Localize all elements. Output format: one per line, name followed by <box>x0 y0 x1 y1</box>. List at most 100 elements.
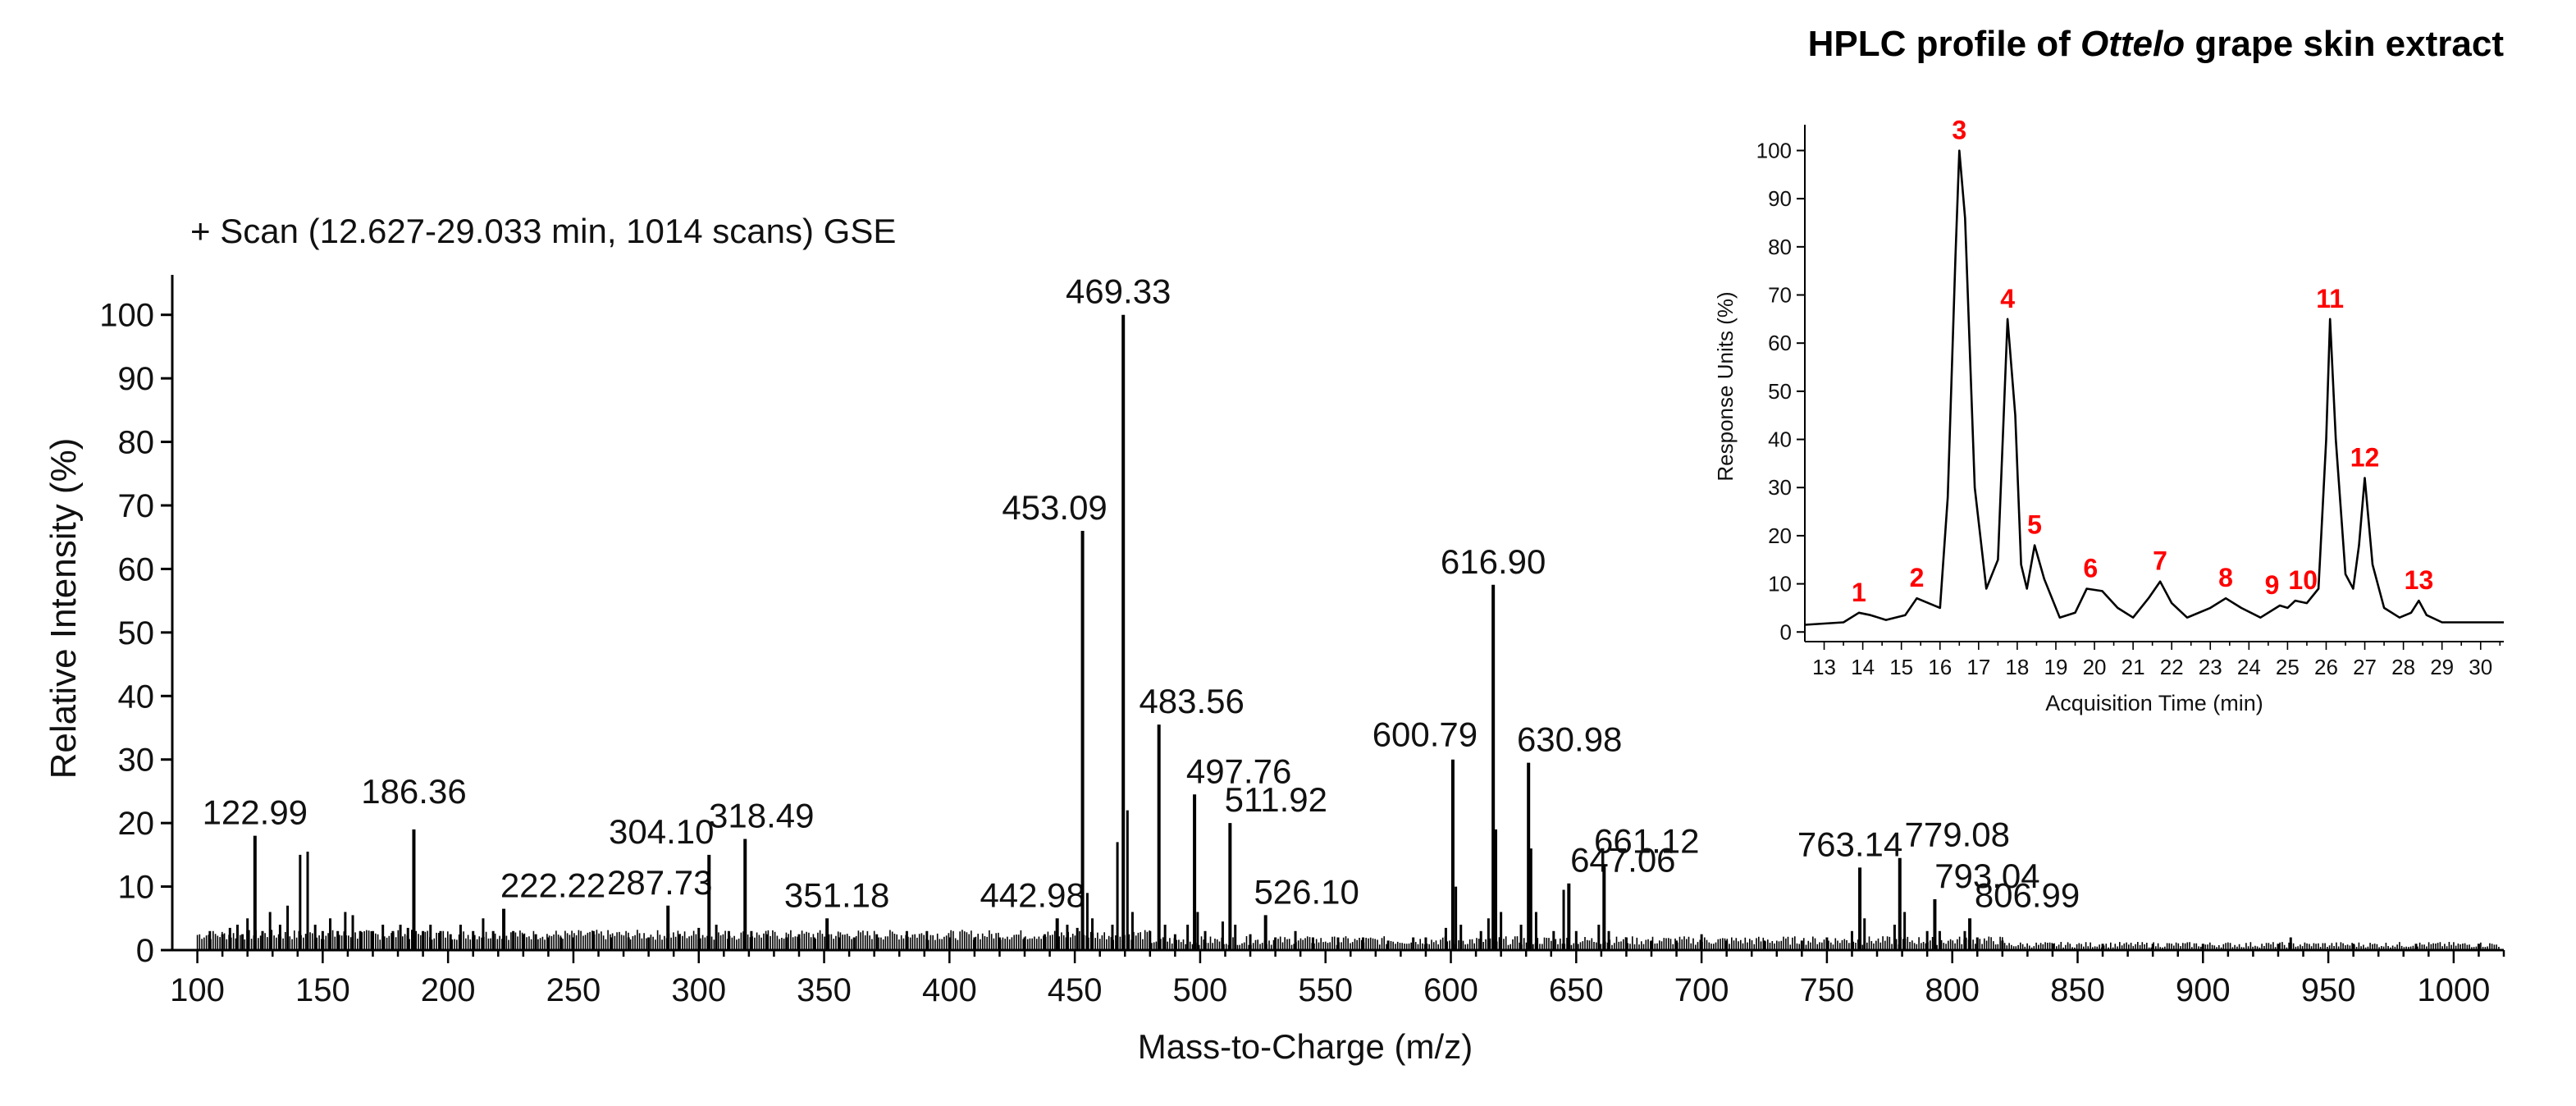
y-tick-label: 50 <box>118 615 155 651</box>
peak-label: 287.73 <box>607 863 712 902</box>
inset-x-tick-label: 16 <box>1928 655 1952 679</box>
baseline-noise <box>196 930 2500 950</box>
y-tick-label: 10 <box>118 870 155 906</box>
x-tick-label: 200 <box>421 972 476 1008</box>
y-tick-label: 0 <box>136 933 154 969</box>
peak-label: 526.10 <box>1254 872 1359 911</box>
peak-label: 442.98 <box>980 875 1085 914</box>
mass-spectrum-chart: + Scan (12.627-29.033 min, 1014 scans) G… <box>43 212 2505 1066</box>
hplc-trace <box>1804 149 2504 626</box>
peak-label: 483.56 <box>1139 682 1244 720</box>
peak-label: 806.99 <box>1975 875 2080 914</box>
inset-y-tick-label: 80 <box>1768 235 1792 259</box>
hplc-peak-number: 1 <box>1852 578 1866 607</box>
hplc-peak-number: 7 <box>2153 546 2167 576</box>
peak-label: 318.49 <box>709 797 814 835</box>
inset-y-tick-label: 10 <box>1768 572 1792 596</box>
x-tick-label: 1000 <box>2417 972 2490 1008</box>
x-tick-label: 700 <box>1674 972 1729 1008</box>
x-tick-label: 600 <box>1423 972 1478 1008</box>
peak-label: 351.18 <box>784 875 889 914</box>
x-tick-label: 350 <box>797 972 852 1008</box>
x-tick-label: 300 <box>671 972 726 1008</box>
x-tick-label: 850 <box>2050 972 2105 1008</box>
hplc-peak-number: 12 <box>2350 442 2380 472</box>
inset-x-tick-label: 20 <box>2083 655 2107 679</box>
y-tick-label: 100 <box>99 298 154 334</box>
y-tick-label: 30 <box>118 743 155 779</box>
peak-label: 616.90 <box>1441 542 1546 581</box>
inset-x-tick-label: 30 <box>2469 655 2492 679</box>
spectrum-title: + Scan (12.627-29.033 min, 1014 scans) G… <box>190 212 896 250</box>
inset-x-tick-label: 13 <box>1812 655 1836 679</box>
hplc-peak-number: 3 <box>1952 115 1966 144</box>
hplc-peak-number: 2 <box>1910 563 1925 592</box>
inset-title-part: HPLC profile of <box>1808 24 2080 64</box>
hplc-peak-number: 6 <box>2083 553 2098 583</box>
x-tick-label: 650 <box>1549 972 1604 1008</box>
peak-label: 661.12 <box>1594 821 1699 860</box>
inset-x-tick-label: 25 <box>2276 655 2300 679</box>
peak-label: 763.14 <box>1797 825 1902 863</box>
inset-y-tick-label: 20 <box>1768 523 1792 548</box>
peak-label: 793.04 <box>1934 857 2039 895</box>
inset-title-part: grape skin extract <box>2185 24 2504 64</box>
hplc-peak-number: 9 <box>2265 570 2280 600</box>
x-tick-label: 550 <box>1298 972 1353 1008</box>
peak-label: 453.09 <box>1002 488 1107 527</box>
hplc-inset-chart: HPLC profile of Ottelo grape skin extrac… <box>1713 24 2504 715</box>
inset-x-tick-label: 23 <box>2199 655 2222 679</box>
inset-x-tick-label: 29 <box>2430 655 2454 679</box>
x-tick-label: 150 <box>295 972 350 1008</box>
peak-label: 469.33 <box>1066 272 1171 311</box>
x-tick-label: 950 <box>2301 972 2356 1008</box>
inset-x-tick-label: 18 <box>2005 655 2029 679</box>
hplc-peak-number: 5 <box>2027 510 2042 540</box>
x-tick-label: 450 <box>1048 972 1103 1008</box>
inset-y-tick-label: 70 <box>1768 283 1792 308</box>
x-axis-label: Mass-to-Charge (m/z) <box>1138 1027 1473 1066</box>
inset-x-axis-label: Acquisition Time (min) <box>2045 691 2263 715</box>
y-tick-label: 80 <box>118 425 155 461</box>
peak-label: 122.99 <box>203 793 308 832</box>
inset-title-part: Ottelo <box>2080 24 2185 64</box>
hplc-peak-number: 13 <box>2405 565 2434 595</box>
inset-x-tick-label: 22 <box>2160 655 2184 679</box>
hplc-peak-number: 10 <box>2288 565 2318 595</box>
inset-x-tick-label: 24 <box>2237 655 2261 679</box>
inset-y-tick-label: 100 <box>1756 138 1792 162</box>
x-tick-label: 750 <box>1800 972 1855 1008</box>
inset-x-tick-label: 15 <box>1889 655 1913 679</box>
y-tick-label: 20 <box>118 806 155 842</box>
inset-y-tick-label: 60 <box>1768 331 1792 355</box>
peak-label: 511.92 <box>1225 780 1327 819</box>
inset-title: HPLC profile of Ottelo grape skin extrac… <box>1808 24 2505 64</box>
peak-label: 222.22 <box>500 866 605 905</box>
y-axis-label: Relative Intensity (%) <box>43 438 84 779</box>
peak-label: 647.06 <box>1570 841 1675 880</box>
inset-y-axis-label: Response Units (%) <box>1713 291 1738 481</box>
peak-label: 600.79 <box>1372 715 1478 754</box>
peak-label: 304.10 <box>609 812 714 851</box>
y-tick-label: 60 <box>118 551 155 587</box>
x-tick-label: 250 <box>546 972 601 1008</box>
x-tick-label: 800 <box>1925 972 1980 1008</box>
inset-y-tick-label: 90 <box>1768 186 1792 211</box>
y-tick-label: 90 <box>118 361 155 397</box>
peak-label: 186.36 <box>361 772 466 811</box>
x-tick-label: 100 <box>170 972 225 1008</box>
inset-x-tick-label: 17 <box>1966 655 1990 679</box>
y-tick-label: 70 <box>118 488 155 524</box>
inset-x-tick-label: 21 <box>2122 655 2145 679</box>
y-tick-label: 40 <box>118 679 155 715</box>
peak-label: 630.98 <box>1517 720 1622 759</box>
inset-x-tick-label: 14 <box>1851 655 1875 679</box>
inset-x-tick-label: 27 <box>2353 655 2377 679</box>
inset-y-tick-label: 30 <box>1768 475 1792 500</box>
inset-x-tick-label: 26 <box>2314 655 2338 679</box>
inset-x-tick-label: 28 <box>2391 655 2415 679</box>
inset-y-tick-label: 0 <box>1780 619 1792 644</box>
peak-label: 779.08 <box>1905 816 2010 854</box>
hplc-peak-number: 4 <box>2000 284 2015 313</box>
